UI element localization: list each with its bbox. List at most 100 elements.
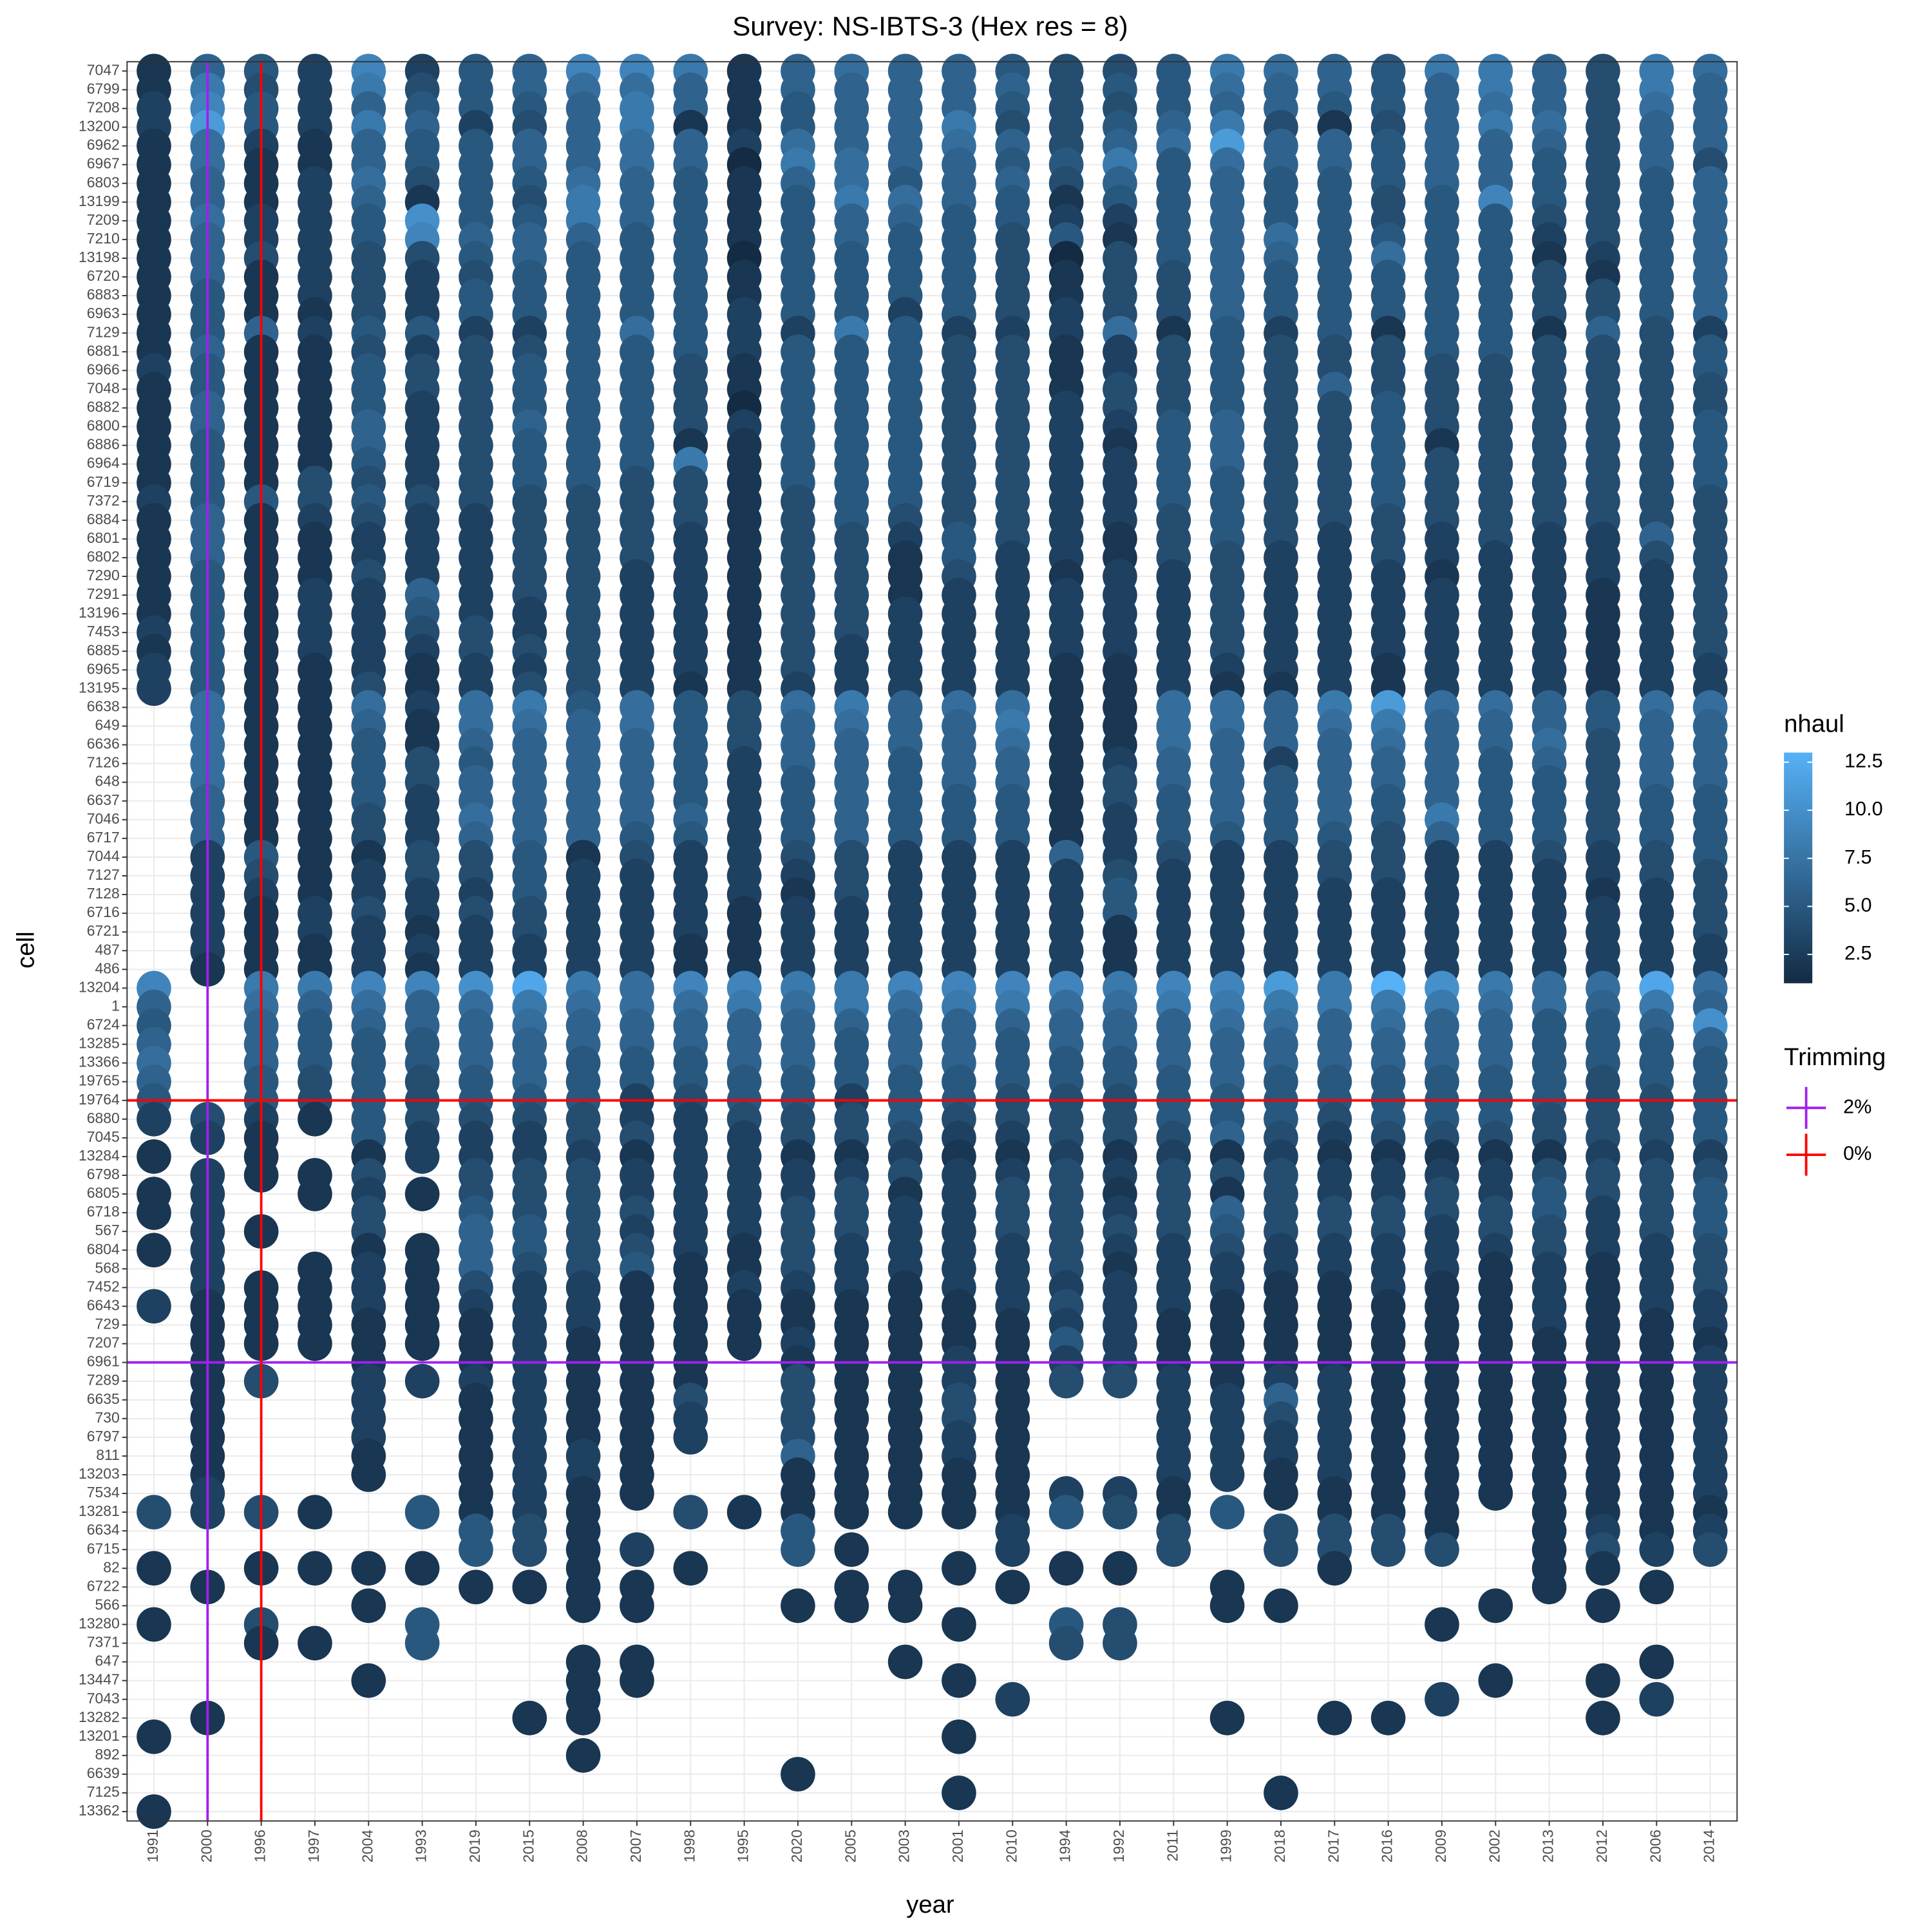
colorbar-tick-label: 12.5 — [1844, 750, 1883, 772]
x-axis-title: year — [906, 1891, 954, 1918]
dot — [834, 1532, 869, 1567]
dot — [565, 1700, 601, 1736]
dot — [1586, 1551, 1620, 1586]
dot — [512, 1700, 547, 1736]
y-tick-label: 7127 — [87, 866, 120, 883]
dot — [1103, 1625, 1137, 1661]
x-tick-label: 2000 — [198, 1830, 214, 1862]
y-tick-label: 730 — [95, 1409, 119, 1426]
dot — [1478, 1588, 1513, 1624]
y-tick-label: 6720 — [87, 267, 120, 284]
chart-title: Survey: NS-IBTS-3 (Hex res = 8) — [732, 11, 1128, 41]
x-tick-label: 2008 — [574, 1830, 591, 1862]
y-tick-label: 13200 — [79, 118, 120, 135]
dot — [137, 1794, 171, 1829]
dot — [1425, 1607, 1459, 1642]
y-tick-label: 13285 — [79, 1035, 120, 1052]
y-tick-label: 6961 — [87, 1353, 120, 1370]
y-tick-label: 7210 — [87, 230, 120, 247]
dot — [137, 1551, 171, 1586]
y-tick-label: 486 — [95, 960, 119, 976]
dot — [1048, 1625, 1084, 1661]
y-tick-label: 6800 — [87, 417, 120, 434]
panel — [127, 61, 1738, 1821]
dot — [351, 1551, 386, 1586]
x-tick-label: 2001 — [949, 1830, 966, 1862]
dot — [1478, 1476, 1513, 1511]
colorbar-tick-label: 7.5 — [1844, 846, 1872, 868]
dot — [781, 1588, 815, 1624]
dot — [995, 1681, 1030, 1717]
dot — [1103, 1551, 1137, 1586]
dot — [1209, 1495, 1245, 1530]
dot — [404, 1363, 440, 1399]
colorbar-tick-label: 10.0 — [1844, 798, 1883, 820]
dot — [137, 1101, 171, 1137]
dot — [351, 1663, 386, 1698]
y-tick-label: 7371 — [87, 1634, 120, 1651]
dot — [404, 1326, 440, 1361]
y-tick-label: 7048 — [87, 379, 120, 396]
y-tick-label: 7047 — [87, 61, 120, 78]
y-tick-label: 6716 — [87, 904, 120, 920]
dot — [942, 1607, 976, 1642]
x-tick-label: 2009 — [1432, 1830, 1449, 1862]
y-tick-label: 6966 — [87, 361, 120, 377]
x-tick-label: 2011 — [1164, 1830, 1180, 1861]
y-tick-label: 13198 — [79, 249, 120, 265]
dot — [1639, 1532, 1674, 1567]
dot — [1692, 1532, 1728, 1567]
y-tick-label: 6638 — [87, 697, 120, 714]
x-tick-label: 2004 — [359, 1830, 375, 1862]
y-tick-label: 13196 — [79, 604, 120, 621]
y-tick-label: 6722 — [87, 1577, 120, 1594]
y-tick-label: 7289 — [87, 1372, 120, 1388]
y-tick-label: 13203 — [79, 1465, 120, 1482]
y-tick-label: 487 — [95, 941, 119, 958]
y-tick-label: 7046 — [87, 810, 120, 827]
dot — [1048, 1551, 1084, 1586]
dot — [942, 1776, 976, 1810]
x-tick-label: 2019 — [466, 1830, 483, 1862]
dot — [834, 1588, 869, 1624]
x-tick-label: 2002 — [1486, 1830, 1502, 1862]
dot — [404, 1551, 440, 1586]
dot — [620, 1532, 654, 1567]
dot — [1478, 1663, 1513, 1698]
y-tick-label: 6635 — [87, 1390, 120, 1407]
dot — [942, 1663, 976, 1698]
x-tick-label: 2018 — [1271, 1830, 1288, 1862]
colorbar — [1784, 752, 1813, 983]
y-tick-label: 6643 — [87, 1296, 120, 1313]
y-tick-label: 6724 — [87, 1016, 120, 1033]
y-tick-label: 13199 — [79, 193, 120, 209]
y-tick-label: 6719 — [87, 473, 120, 490]
y-tick-label: 6802 — [87, 548, 120, 565]
y-tick-label: 7044 — [87, 848, 120, 864]
dot — [298, 1177, 332, 1211]
y-tick-label: 6717 — [87, 829, 120, 846]
x-tick-label: 1996 — [252, 1830, 269, 1862]
dot — [1209, 1588, 1245, 1624]
dot — [673, 1551, 708, 1586]
dot — [459, 1569, 493, 1605]
x-tick-label: 2006 — [1647, 1830, 1663, 1862]
dot — [459, 1532, 493, 1567]
y-tick-label: 13280 — [79, 1615, 120, 1632]
y-tick-label: 7209 — [87, 211, 120, 228]
dot — [1156, 1532, 1191, 1567]
y-tick-label: 19764 — [79, 1091, 120, 1108]
dot — [137, 1139, 171, 1174]
y-tick-label: 13281 — [79, 1502, 120, 1519]
dot — [351, 1457, 386, 1492]
dot — [137, 1233, 171, 1268]
y-tick-label: 6881 — [87, 342, 120, 359]
y-tick-label: 7045 — [87, 1128, 120, 1145]
y-tick-label: 6718 — [87, 1203, 120, 1220]
x-tick-label: 1995 — [735, 1830, 752, 1862]
y-tick-label: 13362 — [79, 1802, 120, 1819]
y-tick-label: 6636 — [87, 735, 120, 752]
y-tick-label: 7534 — [87, 1484, 120, 1501]
dot — [298, 1101, 332, 1137]
y-tick-label: 19765 — [79, 1072, 120, 1089]
